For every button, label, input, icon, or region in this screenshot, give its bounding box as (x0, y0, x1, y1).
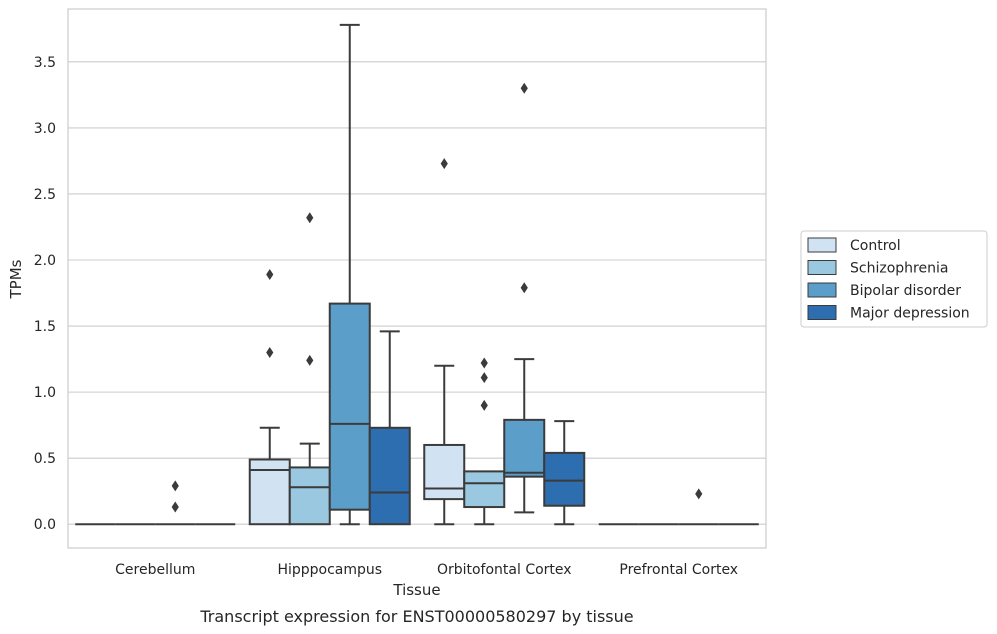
legend-frame (800, 230, 988, 328)
outlier-point (520, 82, 528, 94)
outlier-point (520, 282, 528, 294)
legend: Control Schizophrenia Bipolar disorder Majo… (800, 230, 988, 328)
outlier-point (480, 357, 488, 369)
y-axis-label: TPMs (7, 259, 25, 299)
box-element (503, 82, 546, 514)
box-element (288, 212, 331, 526)
legend-label: Schizophrenia (850, 261, 948, 277)
legend-label: Major depression (850, 306, 970, 322)
outlier-point (480, 372, 488, 384)
box-iqr (423, 443, 466, 501)
outlier-point (266, 269, 274, 281)
y-tick-label: 0.0 (34, 517, 56, 533)
box-element (368, 330, 411, 526)
box-iqr (368, 426, 411, 526)
chart-title: Transcript expression for ENST0000058029… (199, 607, 633, 626)
box-series (75, 23, 759, 526)
legend-swatch (807, 260, 837, 275)
outlier-point (266, 346, 274, 358)
outlier-point (171, 480, 179, 492)
y-tick-label: 2.0 (34, 253, 56, 269)
box-iqr (328, 302, 371, 511)
box-iqr (543, 451, 586, 507)
x-axis-ticks: Cerebellum Hipppocampus Orbitofontal Corte… (115, 562, 738, 578)
y-tick-label: 3.0 (34, 121, 56, 137)
y-tick-label: 1.5 (34, 319, 56, 335)
box-iqr (288, 466, 331, 526)
box-iqr (463, 470, 506, 509)
x-tick-label: Hipppocampus (277, 562, 382, 578)
x-axis-label: Tissue (392, 581, 440, 599)
x-tick-label: Prefrontal Cortex (619, 562, 738, 578)
legend-items: Control Schizophrenia Bipolar disorder Majo… (807, 237, 970, 322)
box-element (328, 23, 371, 526)
y-tick-label: 3.5 (34, 55, 56, 71)
x-tick-label: Cerebellum (115, 562, 195, 578)
legend-label: Bipolar disorder (850, 283, 961, 299)
box-element (248, 269, 291, 526)
series-group (155, 23, 719, 526)
box-element (423, 158, 466, 526)
y-axis-ticks: 0.0 0.5 1.0 1.5 2.0 2.5 3.0 3.5 (34, 55, 56, 533)
series-group (115, 212, 679, 526)
y-tick-label: 1.0 (34, 385, 56, 401)
outlier-point (695, 488, 703, 500)
outlier-point (480, 399, 488, 411)
legend-swatch (807, 282, 837, 298)
box-element (463, 357, 506, 526)
box-element (678, 488, 719, 526)
legend-swatch (807, 305, 837, 320)
outlier-point (171, 501, 179, 513)
legend-swatch (807, 237, 837, 253)
legend-label: Control (850, 238, 901, 254)
plot-area-frame (67, 8, 767, 549)
y-tick-label: 2.5 (34, 187, 56, 203)
box-element (543, 420, 586, 526)
x-tick-label: Orbitofontal Cortex (437, 562, 572, 578)
series-group (195, 330, 759, 526)
outlier-point (306, 212, 314, 224)
outlier-point (306, 354, 314, 366)
series-group (75, 158, 639, 526)
outlier-point (440, 158, 448, 170)
grid-lines (68, 61, 766, 525)
y-tick-label: 0.5 (34, 451, 56, 467)
box-element (155, 480, 196, 526)
box-iqr (503, 418, 546, 478)
